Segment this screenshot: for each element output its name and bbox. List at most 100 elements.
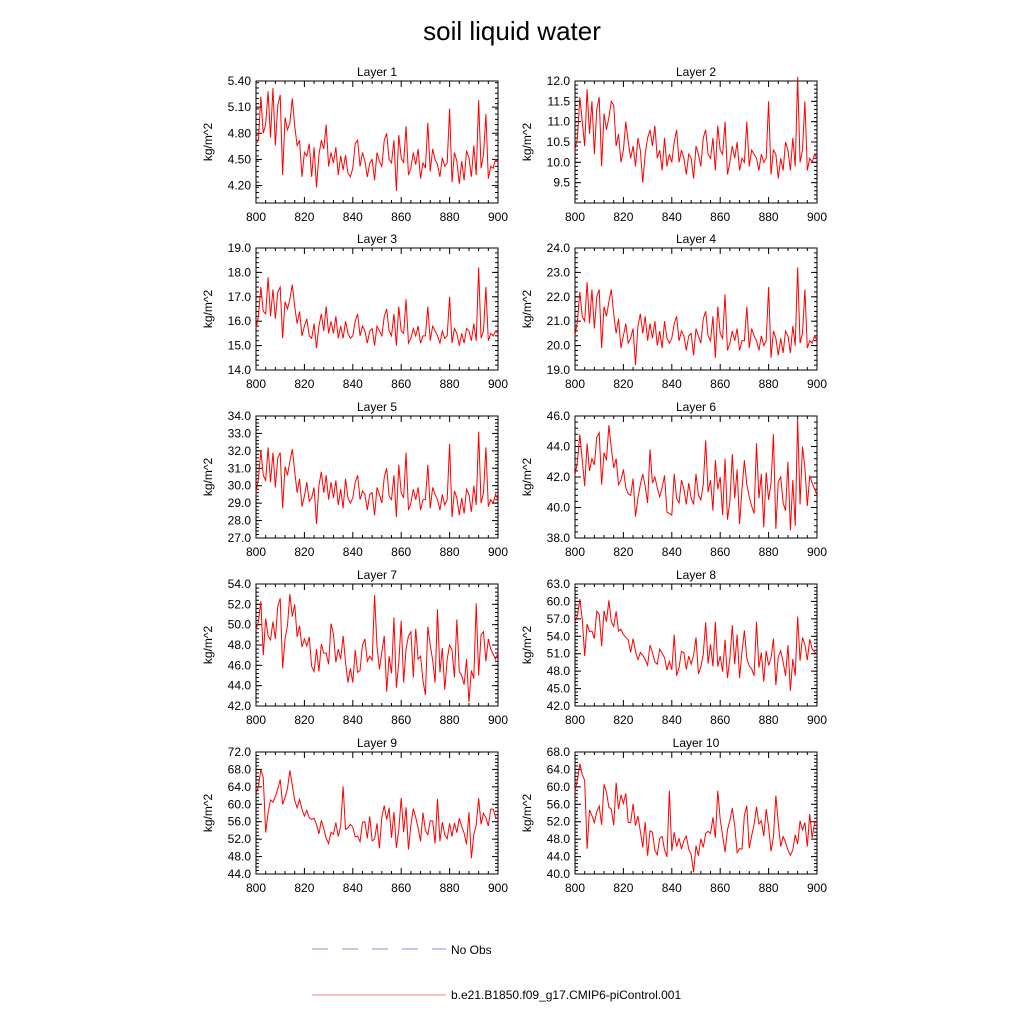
y-tick-label: 4.20 [228,179,252,193]
x-tick-label: 880 [440,881,460,895]
x-tick-label: 860 [391,377,411,391]
x-tick-label: 860 [710,713,730,727]
x-tick-label: 900 [807,881,827,895]
x-tick-label: 860 [391,881,411,895]
y-tick-label: 56.0 [547,797,571,811]
y-tick-label: 10.5 [547,135,571,149]
panel-title: Layer 9 [357,736,397,750]
x-tick-label: 820 [613,545,633,559]
series-line [255,769,499,859]
x-tick-label: 880 [759,210,779,224]
x-tick-label: 880 [759,881,779,895]
y-tick-label: 54.0 [547,629,571,643]
x-tick-label: 900 [488,545,508,559]
y-axis-label: kg/m^2 [201,458,215,497]
y-axis-label: kg/m^2 [520,290,534,329]
panel-title: Layer 1 [357,65,397,79]
panel-title: Layer 6 [676,400,716,414]
x-tick-label: 900 [488,881,508,895]
y-tick-label: 48.0 [547,832,571,846]
series-line [574,76,818,183]
x-tick-label: 820 [294,377,314,391]
y-tick-label: 44.0 [547,440,571,454]
panel-title: Layer 5 [357,400,397,414]
x-tick-label: 840 [662,377,682,391]
y-axis-label: kg/m^2 [201,626,215,665]
x-tick-label: 900 [807,210,827,224]
plot-frame [574,751,818,875]
x-tick-label: 800 [565,545,585,559]
y-tick-label: 33.0 [228,426,252,440]
x-tick-label: 860 [391,210,411,224]
y-tick-label: 11.0 [548,115,571,129]
legend-series-label: b.e21.B1850.f09_g17.CMIP6-piControl.001 [451,988,681,1002]
y-tick-label: 4.80 [228,126,252,140]
x-tick-label: 860 [391,713,411,727]
x-tick-label: 900 [488,210,508,224]
y-tick-label: 16.0 [228,314,252,328]
series-line [574,763,818,873]
y-tick-label: 15.0 [228,339,252,353]
y-tick-label: 27.0 [228,531,252,545]
y-tick-label: 64.0 [547,762,571,776]
x-tick-label: 880 [440,210,460,224]
x-tick-label: 880 [759,713,779,727]
y-tick-label: 52.0 [228,597,252,611]
panel-title: Layer 10 [673,736,720,750]
x-tick-label: 800 [246,881,266,895]
y-tick-label: 64.0 [228,780,252,794]
y-tick-label: 19.0 [228,241,252,255]
y-tick-label: 44.0 [547,850,571,864]
y-tick-label: 10.0 [547,155,571,169]
y-axis-label: kg/m^2 [520,794,534,833]
series-line [255,431,499,525]
y-tick-label: 52.0 [547,815,571,829]
y-tick-label: 21.0 [547,314,571,328]
series-line [255,87,499,191]
x-tick-label: 900 [488,377,508,391]
y-tick-label: 68.0 [547,745,571,759]
x-tick-label: 800 [565,713,585,727]
y-tick-label: 24.0 [547,241,571,255]
x-tick-label: 820 [613,713,633,727]
plot-frame [574,247,818,371]
x-tick-label: 820 [613,881,633,895]
y-tick-label: 52.0 [228,832,252,846]
plot-frame [574,583,818,707]
y-axis-label: kg/m^2 [520,626,534,665]
x-tick-label: 860 [710,210,730,224]
y-tick-label: 28.0 [228,514,252,528]
series-line [255,267,499,349]
x-tick-label: 880 [440,545,460,559]
x-tick-label: 900 [488,713,508,727]
panel-2: Layer 2 kg/m^2 800 820 840 860 880 900 12.0 11.5 1… [520,65,827,224]
y-tick-label: 44.0 [228,679,252,693]
y-tick-label: 9.5 [553,176,570,190]
plot-frame [255,247,499,371]
x-tick-label: 820 [294,881,314,895]
y-tick-label: 31.0 [228,461,252,475]
y-tick-label: 48.0 [228,850,252,864]
x-tick-label: 820 [294,713,314,727]
y-tick-label: 46.0 [547,409,571,423]
y-tick-label: 60.0 [228,797,252,811]
x-tick-label: 900 [807,377,827,391]
panel-6: Layer 6 kg/m^2 800 820 840 860 880 900 46.0 44.0 4… [520,400,827,559]
x-tick-label: 840 [662,713,682,727]
x-tick-label: 800 [246,713,266,727]
y-axis-label: kg/m^2 [520,458,534,497]
y-tick-label: 54.0 [228,577,252,591]
x-tick-label: 840 [343,210,363,224]
y-tick-label: 46.0 [228,658,252,672]
y-tick-label: 5.10 [228,100,252,114]
x-tick-label: 800 [565,210,585,224]
y-tick-label: 12.0 [547,74,571,88]
y-axis-label: kg/m^2 [520,123,534,162]
x-tick-label: 800 [246,377,266,391]
x-tick-label: 840 [662,210,682,224]
y-tick-label: 32.0 [228,444,252,458]
y-tick-label: 68.0 [228,762,252,776]
series-line [574,267,818,366]
y-tick-label: 17.0 [228,290,252,304]
